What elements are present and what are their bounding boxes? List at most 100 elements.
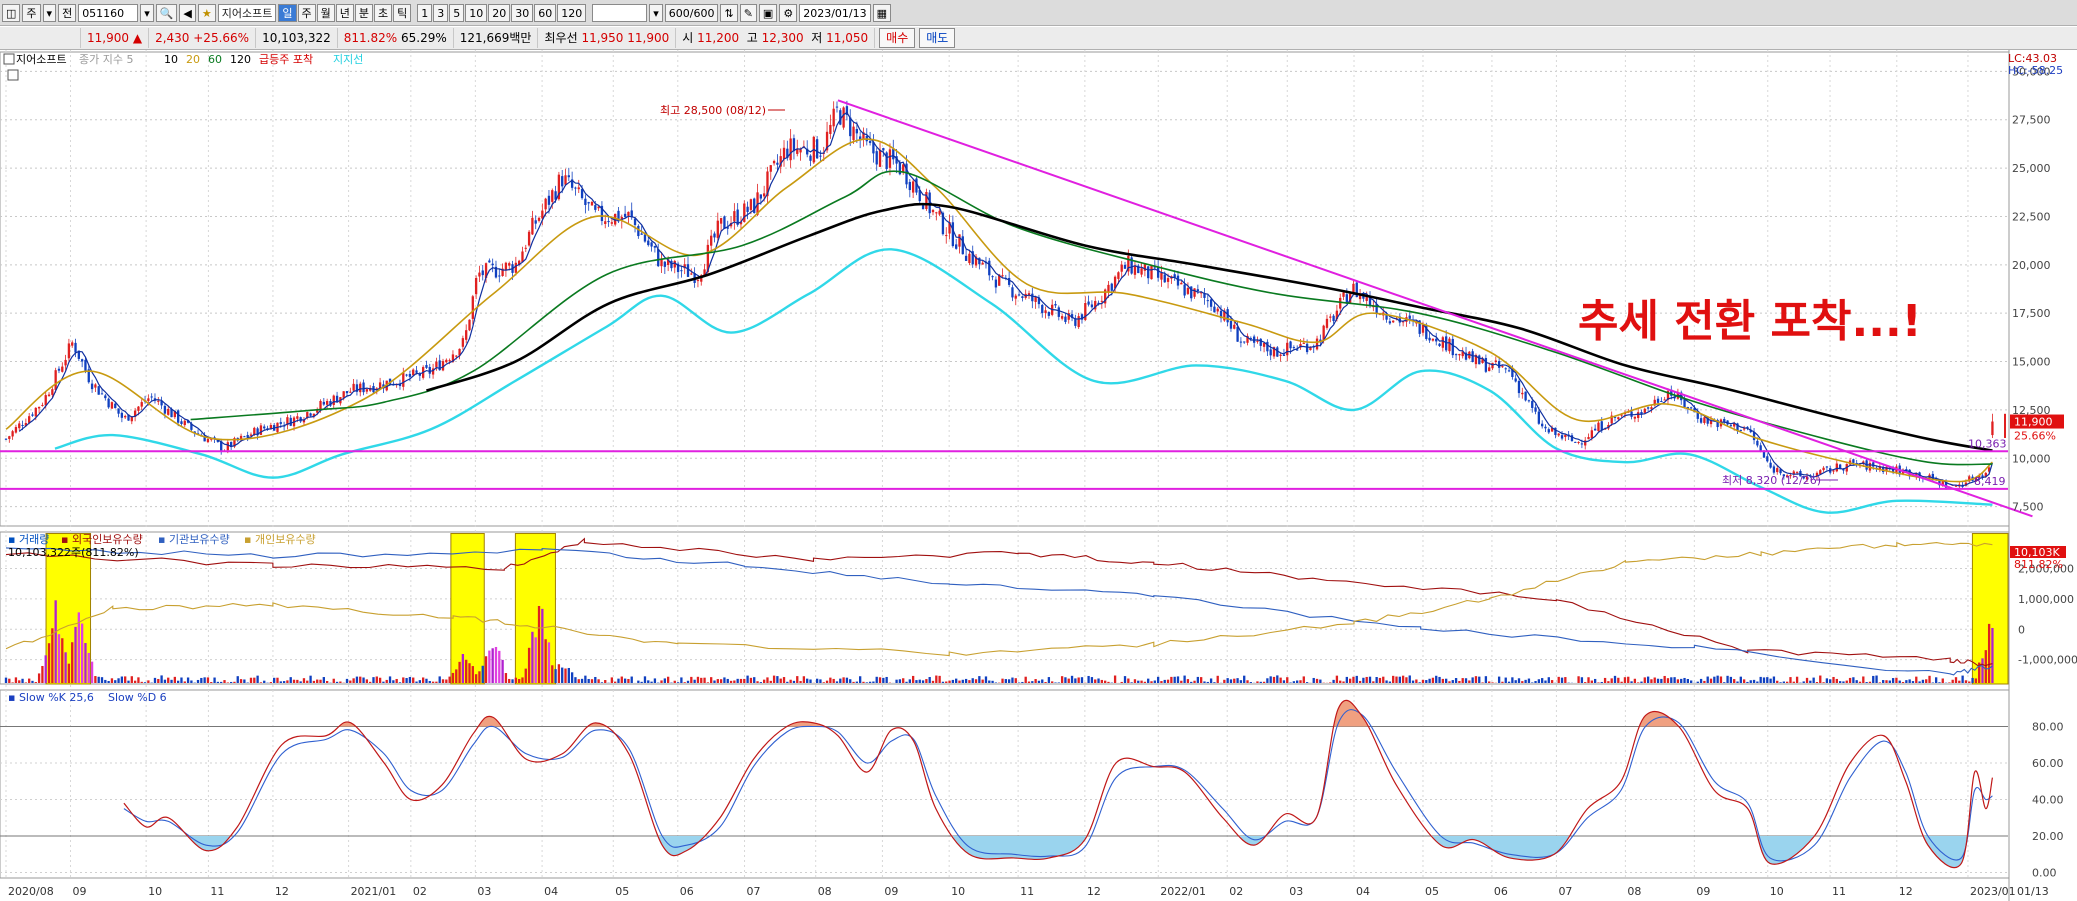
volume-bar	[1733, 679, 1736, 683]
count-field[interactable]: 600/600	[664, 3, 719, 22]
chevron-down-icon[interactable]: ▾	[42, 3, 57, 22]
quote-ohl: 시 11,200 고 12,300 저 11,050	[676, 28, 876, 48]
window-icon[interactable]: ◫	[2, 3, 21, 22]
candle-body	[44, 395, 47, 406]
volume-bar	[107, 681, 110, 683]
volume-bar	[1845, 680, 1848, 683]
volume-bar	[471, 666, 474, 683]
volume-bar	[1054, 682, 1057, 683]
candle-body	[902, 164, 905, 172]
volume-bar	[1534, 681, 1537, 683]
volume-bar	[1895, 677, 1898, 683]
buy-button[interactable]: 매수	[879, 28, 916, 48]
volume-bar	[18, 680, 21, 683]
interval-input[interactable]	[592, 3, 648, 22]
period-tab-3[interactable]: 년	[335, 3, 354, 22]
candle-body	[842, 107, 845, 128]
candle-body	[584, 198, 587, 205]
settings-icon[interactable]: ⚙	[779, 3, 798, 22]
period-tab-5[interactable]: 초	[374, 3, 393, 22]
previous-icon[interactable]: ◀	[179, 3, 196, 22]
candle-body	[710, 235, 713, 246]
step-icon[interactable]: ⇅	[720, 3, 738, 22]
interval-tab-5[interactable]: 5	[449, 3, 465, 22]
candle-body	[1140, 268, 1143, 275]
volume-bar	[1891, 678, 1895, 683]
stock-code-input[interactable]: 051160	[78, 3, 139, 22]
candle-body	[1570, 435, 1574, 442]
period-tab-1[interactable]: 주	[297, 3, 316, 22]
candle-body	[792, 138, 796, 152]
volume-bar	[1603, 677, 1607, 683]
volume-bar	[445, 679, 448, 683]
interval-tab-60[interactable]: 60	[534, 3, 557, 22]
volume-bar	[1051, 681, 1054, 683]
volume-bar	[1044, 682, 1047, 683]
volume-bar	[974, 679, 978, 683]
volume-bar	[1133, 679, 1137, 683]
sell-button[interactable]: 매도	[919, 28, 956, 48]
interval-tab-10[interactable]: 10	[465, 3, 488, 22]
volume-bar	[1789, 677, 1792, 683]
candle-body	[1345, 294, 1348, 304]
candle-body	[1090, 304, 1094, 308]
candle-body	[1550, 428, 1554, 432]
candle-body	[1322, 325, 1325, 341]
tool-icon[interactable]: ✎	[739, 3, 757, 22]
interval-tab-120[interactable]: 120	[557, 3, 587, 22]
candle-body	[1388, 321, 1392, 324]
candle-body	[1640, 411, 1643, 415]
stock-chart[interactable]: 30,000 27,500 25,000 22,500 20,000 17,500 15,0…	[0, 50, 2077, 901]
interval-tab-20[interactable]: 20	[488, 3, 511, 22]
interval-dropdown-icon[interactable]: ▾	[649, 3, 663, 22]
candle-body	[700, 275, 703, 282]
volume-bar	[1425, 680, 1428, 683]
volume-bar	[829, 677, 832, 683]
candle-body	[302, 419, 306, 423]
search-icon[interactable]: 🔍	[155, 3, 178, 22]
volume-bar	[1819, 675, 1822, 683]
candle-body	[832, 108, 835, 127]
save-icon[interactable]: ▣	[758, 3, 778, 22]
period-tab-2[interactable]: 월	[316, 3, 335, 22]
price-tick-label: 7,500	[2012, 501, 2044, 514]
x-tick-label: 05	[1425, 885, 1439, 898]
candle-body	[1054, 304, 1057, 306]
candle-body	[1130, 257, 1133, 274]
candle-body	[352, 383, 355, 391]
period-tab-0[interactable]: 일	[278, 3, 297, 22]
volume-bar	[1703, 680, 1706, 683]
volume-bar	[332, 678, 335, 683]
volume-legend-1: ▪ 외국인보유수량	[61, 533, 143, 546]
candle-body	[1133, 265, 1137, 275]
favorite-icon[interactable]: ★	[197, 3, 216, 22]
volume-bar	[41, 665, 44, 683]
volume-bar	[1547, 677, 1550, 683]
calendar-icon[interactable]: ▦	[872, 3, 892, 22]
interval-tab-30[interactable]: 30	[511, 3, 534, 22]
candle-body	[1795, 471, 1799, 473]
candle-body	[1643, 408, 1646, 413]
view-mode-select[interactable]: 전	[58, 3, 77, 22]
period-tab-4[interactable]: 분	[354, 3, 373, 22]
volume-bar	[140, 681, 143, 683]
volume-bar	[686, 680, 690, 683]
stock-name-field[interactable]: 지어소프트	[217, 3, 277, 22]
volume-bar	[74, 626, 77, 683]
volume-bar	[1150, 681, 1153, 683]
period-tab-6[interactable]: 틱	[393, 3, 412, 22]
candle-body	[239, 435, 243, 440]
volume-bar	[1445, 678, 1448, 683]
interval-tab-1[interactable]: 1	[417, 3, 433, 22]
volume-bar	[120, 676, 124, 683]
volume-bar	[352, 678, 355, 683]
volume-bar	[1004, 679, 1007, 683]
period-mode-select[interactable]: 주	[22, 3, 41, 22]
volume-bar	[1305, 682, 1309, 683]
candle-body	[1772, 466, 1776, 473]
candle-body	[749, 199, 753, 210]
interval-tab-3[interactable]: 3	[433, 3, 449, 22]
date-field[interactable]: 2023/01/13	[799, 3, 871, 22]
volume-bar	[71, 642, 74, 683]
code-dropdown-icon[interactable]: ▾	[140, 3, 154, 22]
